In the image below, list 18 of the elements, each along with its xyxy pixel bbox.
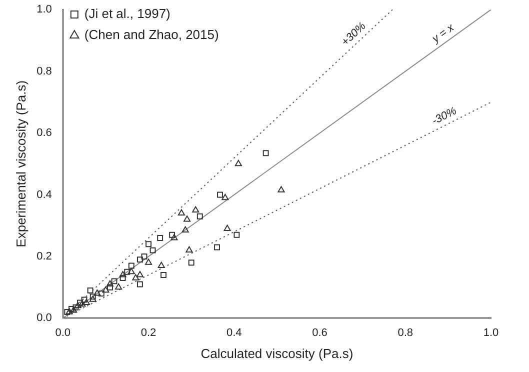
y-tick-label: 0.8 <box>36 65 52 78</box>
x-tick-label: 0.2 <box>140 326 156 339</box>
y-tick-label: 0.6 <box>36 127 52 140</box>
legend-label: (Chen and Zhao, 2015) <box>84 27 219 42</box>
x-axis-title: Calculated viscosity (Pa.s) <box>200 346 354 361</box>
x-tick-label: 0.4 <box>226 326 242 339</box>
text: -30% <box>430 105 459 128</box>
x-tick-label: 0.8 <box>398 326 414 339</box>
legend-label: (Ji et al., 1997) <box>84 6 170 22</box>
x-tick-label: 0.0 <box>55 326 71 339</box>
y-tick-label: 0.4 <box>36 188 52 201</box>
y-tick-label: 1.0 <box>36 4 52 16</box>
y-tick-label: 0.0 <box>36 312 52 324</box>
text: y = x <box>429 22 457 46</box>
x-tick-label: 0.6 <box>312 326 328 339</box>
x-tick-label: 1.0 <box>483 326 499 339</box>
y-axis-title: Experimental viscosity (Pa.s) <box>13 80 28 248</box>
y-tick-label: 0.2 <box>36 250 52 263</box>
